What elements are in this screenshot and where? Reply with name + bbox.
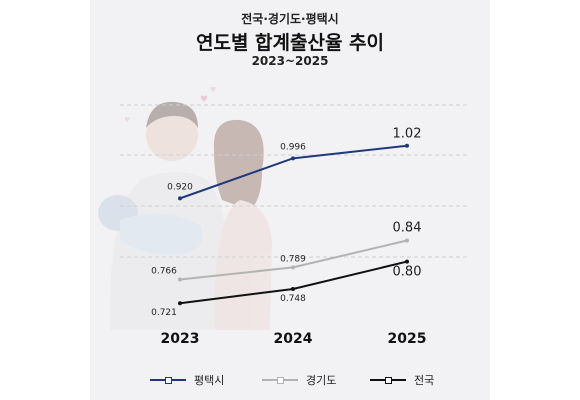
chart-supertitle: 전국·경기도·평택시: [241, 12, 339, 26]
data-point: [291, 156, 295, 161]
data-point: [405, 143, 409, 148]
legend-item-pyeongtaek: 평택시: [150, 372, 224, 388]
svg-text:♥: ♥: [124, 116, 130, 124]
legend-label-gyeonggi: 경기도: [306, 374, 337, 387]
family-illustration: ♥ ♥ ♥: [98, 86, 272, 330]
x-tick-label: 2025: [388, 331, 427, 347]
grid-lines: [120, 104, 470, 258]
data-label: 0.920: [167, 182, 193, 192]
data-label: 0.996: [280, 142, 306, 152]
data-point: [178, 196, 182, 201]
legend: 평택시 경기도 전국: [150, 372, 450, 390]
data-point: [405, 238, 409, 243]
data-point: [405, 259, 409, 264]
legend-item-gyeonggi: 경기도: [262, 372, 336, 388]
legend-swatch-gyeonggi: [262, 377, 298, 384]
x-axis-tick-labels: 2023 2024 2025: [161, 331, 427, 347]
data-label: 0.721: [151, 308, 177, 318]
data-label: 0.766: [151, 266, 177, 276]
legend-swatch-national: [370, 377, 406, 384]
legend-item-national: 전국: [370, 372, 434, 388]
data-point: [291, 286, 295, 291]
data-point: [178, 301, 182, 306]
data-label: 1.02: [393, 127, 422, 142]
data-label: 0.80: [393, 265, 422, 280]
x-tick-label: 2023: [161, 331, 200, 347]
svg-text:♥: ♥: [210, 86, 216, 94]
legend-swatch-pyeongtaek: [150, 377, 186, 384]
legend-label-pyeongtaek: 평택시: [194, 374, 225, 387]
svg-text:♥: ♥: [200, 95, 208, 105]
chart-subtitle: 2023~2025: [251, 54, 329, 68]
data-label: 0.84: [393, 221, 422, 236]
data-point: [178, 277, 182, 282]
data-point: [291, 265, 295, 270]
data-label: 0.748: [280, 294, 306, 304]
chart-title: 연도별 합계출산율 추이: [195, 32, 385, 54]
legend-label-national: 전국: [414, 374, 435, 387]
x-tick-label: 2024: [274, 331, 313, 347]
series-layer: 0.920 0.996 1.02 0.766 0.789 0.84 0.721 0.748 0.…: [151, 127, 421, 319]
data-label: 0.789: [280, 254, 306, 264]
